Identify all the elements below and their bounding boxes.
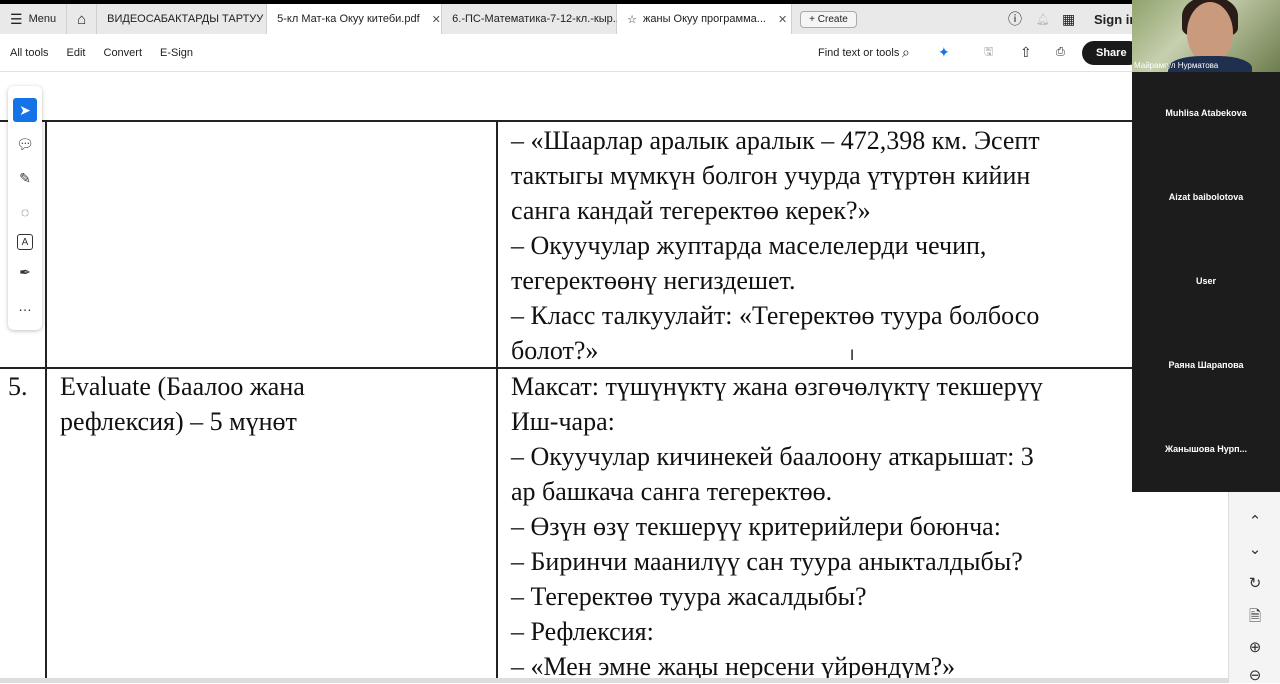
speaker-face xyxy=(1187,2,1233,64)
video-call-panel: Майрамгул Нурматова Muhlisa Atabekova Ai… xyxy=(1132,0,1280,492)
text-line: – Класс талкуулайт: «Тегеректөө туура бо… xyxy=(511,301,1040,330)
participant-name: Aizat baibolotova xyxy=(1168,192,1244,202)
upload-icon[interactable]: ⇧ xyxy=(1020,44,1032,60)
text-line: – Өзүн өзү текшерүү критерийлери боюнча: xyxy=(511,512,1001,541)
tab-label: жаны Окуу программа... xyxy=(643,13,766,25)
select-tool-icon[interactable]: ➤ xyxy=(13,98,37,122)
text-line: – Рефлексия: xyxy=(511,617,654,646)
table-line xyxy=(0,367,1228,369)
hamburger-icon: ☰ xyxy=(10,10,23,27)
highlight-tool-icon[interactable]: ✎ xyxy=(19,169,31,186)
text-line: – Окуучулар жуптарда маселелерди чечип, xyxy=(511,231,987,260)
participant-name: User xyxy=(1195,276,1216,286)
text-line: тактыгы мүмкүн болгон учурда үтүртөн кий… xyxy=(511,161,1031,190)
edit-menu[interactable]: Edit xyxy=(66,46,86,59)
save-icon[interactable]: 🖫 xyxy=(984,46,994,58)
chevron-down-icon[interactable]: ⌄ xyxy=(1248,541,1262,558)
text-line: тегеректөөнү негиздешет. xyxy=(511,266,796,295)
text-line: Максат: түшүнүктү жана өзгөчөлүктү текше… xyxy=(511,372,1043,401)
ai-assistant-icon[interactable]: ✦ xyxy=(938,44,950,60)
home-icon: ⌂ xyxy=(77,10,87,28)
tab-1[interactable]: ВИДЕОСАБАКТАРДЫ ТАРТУУ Э... xyxy=(97,4,283,34)
tab-3[interactable]: 6.-ПС-Математика-7-12-кл.-кыр... xyxy=(442,4,622,34)
text-line: ар башкача санга тегеректөө. xyxy=(511,477,833,506)
page-fit-icon[interactable]: 🗎︎ xyxy=(1248,608,1262,625)
chevron-up-icon[interactable]: ⌃ xyxy=(1248,513,1262,530)
row-number: 5. xyxy=(8,372,28,401)
search-icon[interactable]: ⌕ xyxy=(902,44,910,60)
table-line xyxy=(45,120,47,683)
help-icon[interactable]: ⓘ xyxy=(1008,11,1022,27)
participant-name: Muhlisa Atabekova xyxy=(1165,108,1247,118)
sign-in-button[interactable]: Sign in xyxy=(1094,11,1138,27)
apps-icon[interactable]: ▦ xyxy=(1062,10,1076,27)
table-line xyxy=(0,120,1228,122)
find-input[interactable]: Find text or tools xyxy=(818,46,900,59)
top-edge xyxy=(0,0,1280,4)
text-line: – «Шаарлар аралык аралык – 472,398 км. Э… xyxy=(511,126,1040,155)
row-title: Evaluate (Баалоо жана xyxy=(60,372,305,401)
tab-bar: ☰ Menu ⌂ ВИДЕОСАБАКТАРДЫ ТАРТУУ Э... 5-кл… xyxy=(0,4,1280,34)
refresh-icon[interactable]: ↻ xyxy=(1248,575,1262,592)
pdf-page: – «Шаарлар аралык аралык – 472,398 км. Э… xyxy=(0,72,1228,683)
tab-label: ВИДЕОСАБАКТАРДЫ ТАРТУУ Э... xyxy=(107,13,284,25)
sign-tool-icon[interactable]: ✒ xyxy=(19,263,31,280)
text-tool-icon[interactable]: A xyxy=(17,234,33,250)
print-icon[interactable]: ⎙ xyxy=(1056,46,1065,58)
share-button[interactable]: Share xyxy=(1082,40,1141,65)
participant-name: Жанышова Нурп... xyxy=(1164,444,1248,454)
all-tools-menu[interactable]: All tools xyxy=(10,46,49,59)
text-line: – Биринчи маанилүү сан туура аныкталдыбы… xyxy=(511,547,1023,576)
text-line: – «Мен эмне жаңы нерсени үйрөндүм?» xyxy=(511,652,956,681)
esign-menu[interactable]: E-Sign xyxy=(160,46,194,59)
menu-label: Menu xyxy=(28,13,57,25)
text-cursor-icon: I xyxy=(850,348,855,364)
row-title: рефлексия) – 5 мүнөт xyxy=(60,407,297,436)
speaker-video: Майрамгул Нурматова xyxy=(1132,0,1280,72)
tab-4[interactable]: ☆ жаны Окуу программа... ✕ xyxy=(617,4,793,34)
zoom-out-icon[interactable]: ⊖ xyxy=(1248,667,1262,684)
bell-icon[interactable]: 🔔︎ xyxy=(1036,13,1050,26)
text-line: санга кандай тегеректөө керек?» xyxy=(511,196,871,225)
create-button[interactable]: + Create xyxy=(800,10,857,28)
text-line: – Тегеректөө туура жасалдыбы? xyxy=(511,582,867,611)
home-button[interactable]: ⌂ xyxy=(67,4,98,34)
zoom-in-icon[interactable]: ⊕ xyxy=(1248,639,1262,656)
speaker-name: Майрамгул Нурматова xyxy=(1134,61,1219,70)
speaker-body xyxy=(1168,56,1252,72)
toolbar: All tools Edit Convert E-Sign Find text … xyxy=(0,34,1280,72)
close-icon[interactable]: ✕ xyxy=(431,13,441,26)
star-icon: ☆ xyxy=(627,13,638,26)
text-line: болот?» xyxy=(511,336,599,365)
tab-label: 6.-ПС-Математика-7-12-кл.-кыр... xyxy=(452,13,622,25)
tab-label: 5-кл Мат-ка Окуу китеби.pdf xyxy=(277,13,420,25)
text-line: – Окуучулар кичинекей баалоону аткарышат… xyxy=(511,442,1034,471)
close-icon[interactable]: ✕ xyxy=(777,13,788,26)
draw-tool-icon[interactable]: ◌ xyxy=(20,204,30,220)
table-line xyxy=(496,120,498,683)
more-tools-icon[interactable]: … xyxy=(18,298,32,314)
convert-menu[interactable]: Convert xyxy=(103,46,143,59)
text-line: Иш-чара: xyxy=(511,407,615,436)
menu-button[interactable]: ☰ Menu xyxy=(0,4,68,34)
tab-2[interactable]: 5-кл Мат-ка Окуу китеби.pdf ✕ xyxy=(267,4,443,34)
left-tool-panel: ➤ 💬︎ ✎ ◌ A ✒ … xyxy=(8,86,42,330)
participant-name: Раяна Шарапова xyxy=(1168,360,1244,370)
comment-tool-icon[interactable]: 💬︎ xyxy=(16,135,34,152)
create-label: Create xyxy=(817,13,848,25)
horizontal-scrollbar[interactable] xyxy=(0,678,1228,683)
